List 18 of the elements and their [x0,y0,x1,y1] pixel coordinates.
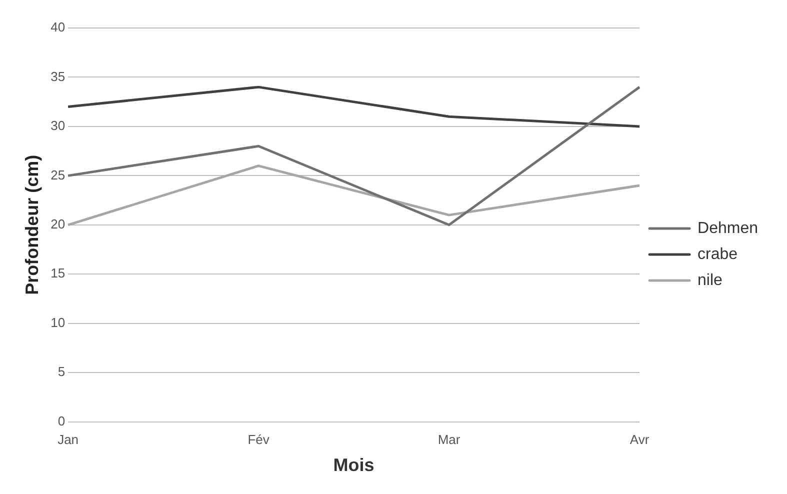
y-tick-label: 30 [50,118,66,134]
y-tick-label: 10 [50,314,66,330]
legend-label: nile [698,272,723,289]
y-tick-label: 0 [58,413,66,428]
y-axis-title: Profondeur (cm) [22,154,42,295]
y-tick-label: 5 [58,364,66,380]
y-tick-label: 25 [50,167,66,182]
x-tick-label: Mar [438,432,461,448]
x-tick-label: Jan [58,432,79,448]
y-tick-label: 15 [50,266,66,281]
y-tick-label: 20 [50,216,66,232]
legend-label: crabe [698,246,738,263]
y-tick-label: 40 [50,20,66,35]
x-axis-title: Mois [333,455,374,476]
legend-label: Dehmen [698,220,758,237]
x-tick-label: Avr [630,432,650,448]
y-tick-label: 35 [50,68,66,84]
x-tick-label: Fév [248,432,270,448]
